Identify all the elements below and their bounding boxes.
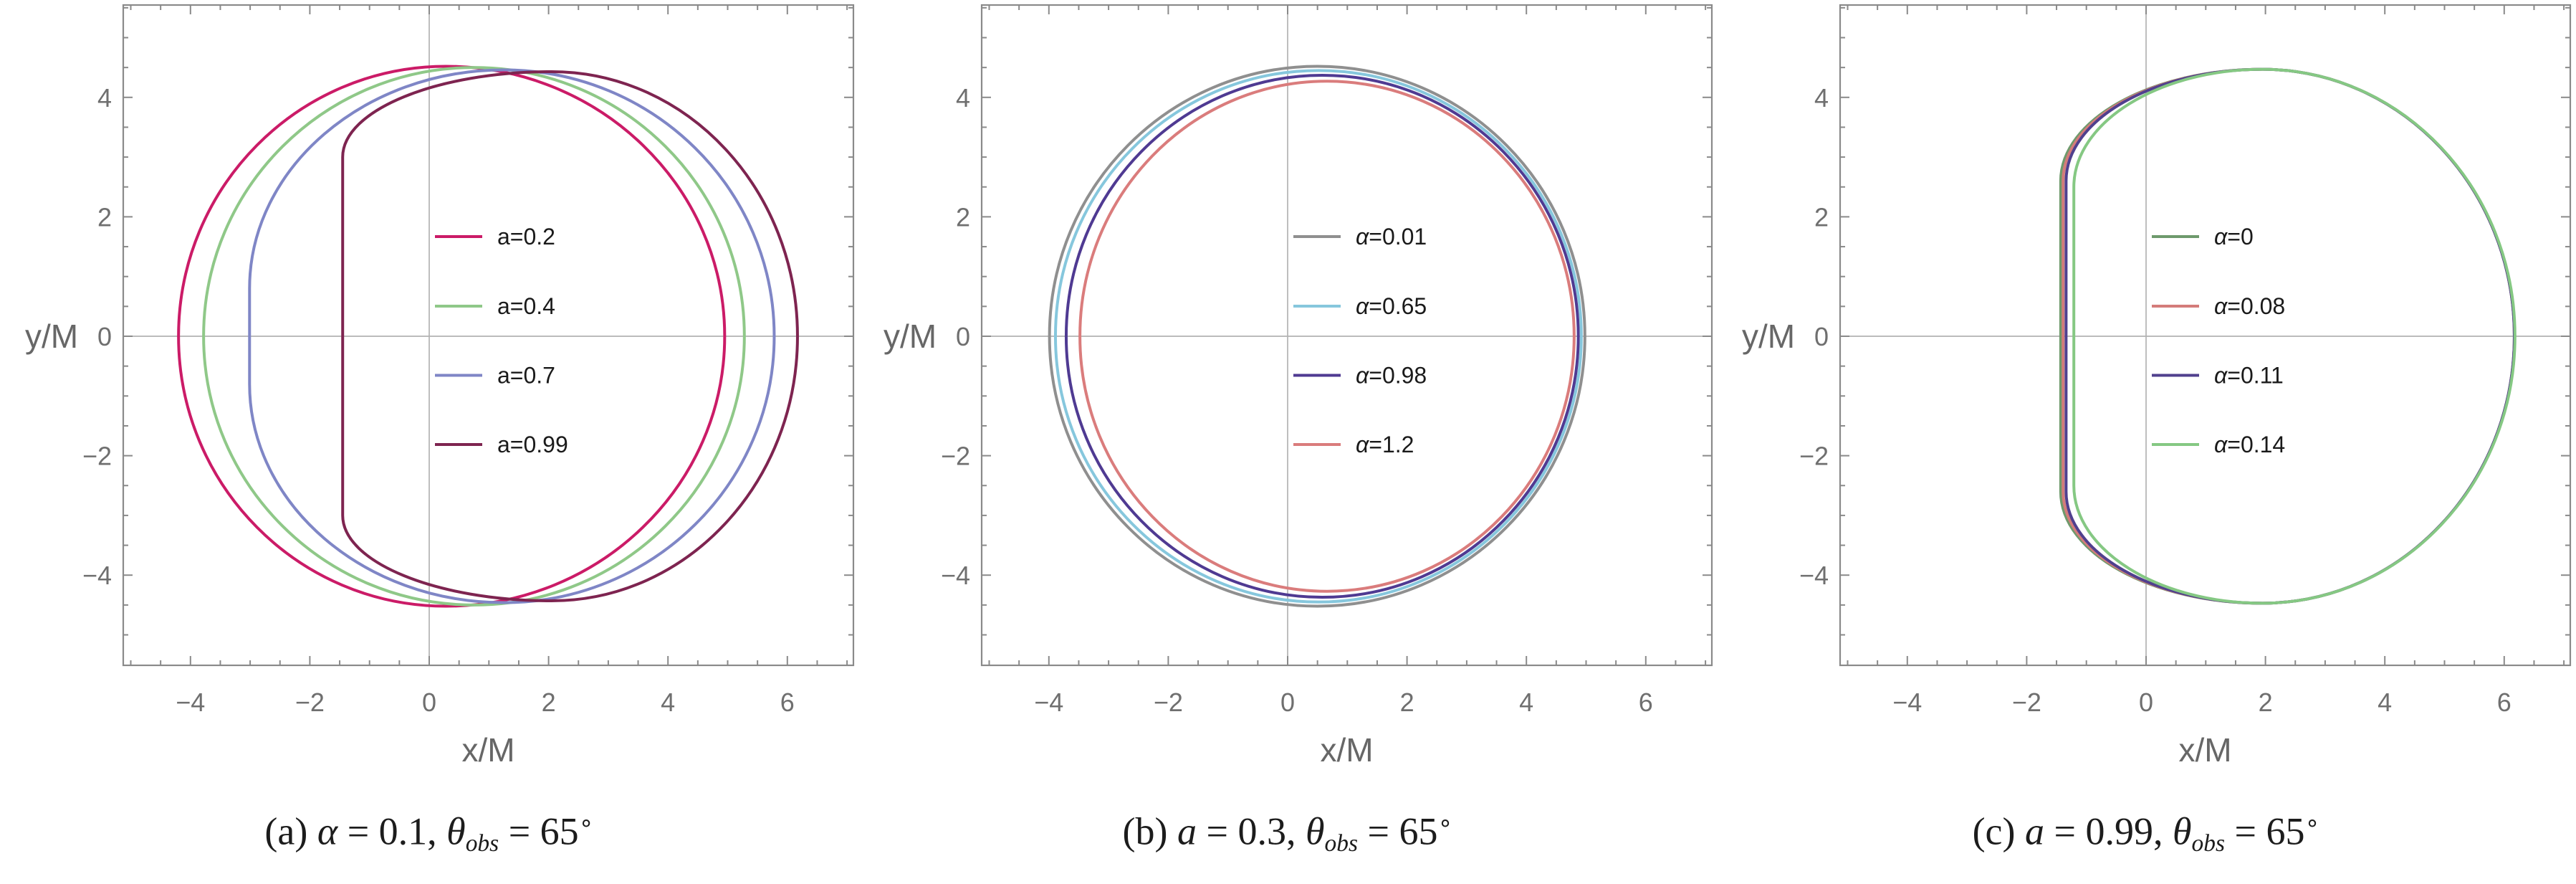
x-tick-label: 0 — [422, 688, 436, 717]
x-tick-label: 2 — [542, 688, 556, 717]
x-tick-label: 4 — [1519, 688, 1533, 717]
x-axis-label: x/M — [2178, 731, 2231, 769]
plot-frame — [122, 4, 855, 667]
caption-part: = 0.3, — [1197, 809, 1306, 853]
caption-b: (b) a = 0.3, θobs = 65∘ — [858, 809, 1717, 857]
y-tick-label: −4 — [82, 561, 112, 590]
legend-label: a=0.99 — [497, 432, 568, 457]
plot-frame — [980, 4, 1713, 667]
caption-part: = 0.1, — [337, 809, 447, 853]
x-tick-label: 2 — [2259, 688, 2273, 717]
x-tick-label: 6 — [1639, 688, 1653, 717]
caption-part: a — [1177, 809, 1197, 853]
y-tick-label: 0 — [97, 322, 112, 351]
shadow-curve-a=0.4 — [202, 66, 746, 607]
y-axis-label: y/M — [1742, 318, 1795, 355]
y-tick-label: 2 — [1814, 202, 1829, 232]
caption-part: ∘ — [578, 810, 594, 837]
caption-part: = 65 — [1358, 809, 1438, 853]
x-tick-label: −2 — [295, 688, 325, 717]
plot-b: −4 −2 0 2 4 6 −4 −2 0 2 4 x/M y/M α=0.01 α=0.65 α=0.98 α… — [884, 4, 1713, 769]
legend-label: a=0.7 — [497, 363, 555, 389]
y-tick-label: 4 — [97, 83, 112, 113]
shadow-curve-a=0.99 — [341, 70, 799, 603]
panel-b: −4 −2 0 2 4 6 −4 −2 0 2 4 x/M y/M α=0.01 α=0.65 α=0.98 α… — [858, 0, 1717, 884]
caption-part: obs — [2191, 830, 2226, 857]
caption-part: (c) — [1972, 809, 2025, 853]
x-tick-label: 4 — [2378, 688, 2392, 717]
caption-part: a — [2025, 809, 2044, 853]
y-tick-label: 2 — [97, 202, 112, 232]
caption-part: θ — [2172, 809, 2192, 853]
shadow-curve-α=1.2 — [1078, 80, 1576, 593]
y-axis-label: y/M — [25, 318, 78, 355]
caption-c: (c) a = 0.99, θobs = 65∘ — [1717, 809, 2575, 857]
legend-label: α=0.98 — [1356, 363, 1427, 389]
x-tick-label: −2 — [2012, 688, 2041, 717]
x-tick-label: −4 — [1034, 688, 1063, 717]
legend-label: α=0.08 — [2214, 293, 2285, 319]
y-tick-label: 0 — [1814, 322, 1829, 351]
legend-label: α=1.2 — [1356, 432, 1414, 457]
y-tick-label: 4 — [956, 83, 970, 113]
caption-part: (a) — [264, 809, 317, 853]
caption-part: ∘ — [1437, 810, 1453, 837]
caption-part: (b) — [1122, 809, 1178, 853]
y-tick-label: −2 — [82, 442, 112, 471]
y-tick-label: −4 — [1799, 561, 1829, 590]
y-tick-label: −2 — [941, 442, 970, 471]
x-tick-label: −4 — [1892, 688, 1922, 717]
x-tick-label: −2 — [1154, 688, 1183, 717]
shadow-curve-a=0.7 — [248, 68, 776, 604]
y-tick-label: 2 — [956, 202, 970, 232]
x-axis-label: x/M — [461, 731, 514, 769]
legend-label: a=0.4 — [497, 293, 555, 319]
caption-part: obs — [465, 830, 499, 857]
y-tick-label: −4 — [941, 561, 970, 590]
legend-label: α=0.65 — [1356, 293, 1427, 319]
legend-label: α=0.14 — [2214, 432, 2285, 457]
shadow-curve-a=0.2 — [177, 65, 727, 608]
plot-c: −4 −2 0 2 4 6 −4 −2 0 2 4 x/M y/M α=0 α=0.08 α=0.11 α=0.… — [1742, 4, 2572, 769]
caption-part: θ — [1305, 809, 1325, 853]
caption-part: = 0.99, — [2044, 809, 2173, 853]
x-tick-label: −4 — [176, 688, 205, 717]
caption-part: = 65 — [499, 809, 579, 853]
y-tick-label: 0 — [956, 322, 970, 351]
x-tick-label: 0 — [1280, 688, 1295, 717]
plot-a: −4 −2 0 2 4 6 −4 −2 0 2 4 x/M y/M a=0.2 a=0.4 a=0.7 a=0.… — [25, 4, 855, 769]
shadow-curve-α=0.14 — [2072, 67, 2517, 605]
x-axis-label: x/M — [1320, 731, 1373, 769]
x-tick-label: 6 — [2497, 688, 2512, 717]
legend-label: α=0.11 — [2214, 363, 2284, 389]
caption-part: α — [317, 809, 338, 853]
caption-part: θ — [446, 809, 466, 853]
x-tick-label: 4 — [661, 688, 675, 717]
x-tick-label: 2 — [1400, 688, 1414, 717]
legend-label: α=0 — [2214, 224, 2254, 249]
y-tick-label: −2 — [1799, 442, 1829, 471]
shadow-curve-α=0.98 — [1064, 73, 1580, 599]
caption-part: = 65 — [2225, 809, 2305, 853]
x-tick-label: 6 — [780, 688, 795, 717]
panel-c: −4 −2 0 2 4 6 −4 −2 0 2 4 x/M y/M α=0 α=0.08 α=0.11 α=0.… — [1717, 0, 2575, 884]
shadow-curve-α=0.01 — [1048, 65, 1586, 608]
legend-label: a=0.2 — [497, 224, 555, 249]
x-tick-label: 0 — [2139, 688, 2153, 717]
caption-part: ∘ — [2304, 810, 2320, 837]
legend-label: α=0.01 — [1356, 224, 1427, 249]
caption-a: (a) α = 0.1, θobs = 65∘ — [0, 809, 858, 857]
y-axis-label: y/M — [884, 318, 937, 355]
shadow-curve-α=0.65 — [1053, 69, 1583, 604]
y-tick-label: 4 — [1814, 83, 1829, 113]
plot-frame — [1839, 4, 2572, 667]
panel-a: −4 −2 0 2 4 6 −4 −2 0 2 4 x/M y/M a=0.2 a=0.4 a=0.7 a=0.… — [0, 0, 858, 884]
caption-part: obs — [1324, 830, 1359, 857]
